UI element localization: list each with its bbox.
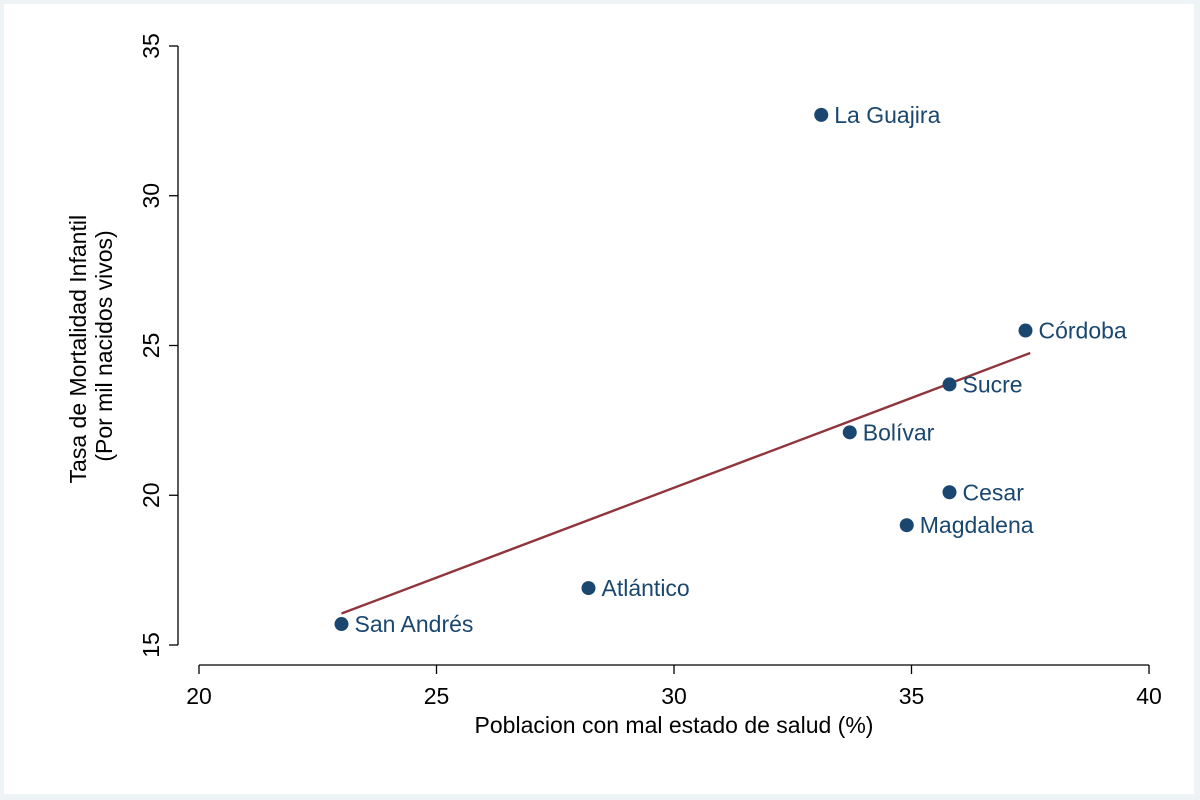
fit-line-group — [341, 351, 1031, 615]
point-label: Cesar — [963, 479, 1025, 505]
data-points: La Guajira Córdoba Sucre Bolívar Cesar Magdal… — [334, 102, 1127, 637]
chart-frame: 20 25 30 35 40 15 20 25 30 35 La Guajira Córdoba Su… — [4, 4, 1194, 794]
x-tick-label: 40 — [1136, 683, 1162, 709]
y-tick-label: 35 — [138, 33, 164, 59]
scatter-chart: 20 25 30 35 40 15 20 25 30 35 La Guajira Córdoba Su… — [65, 33, 1162, 738]
data-point — [814, 107, 829, 122]
y-tick-label: 20 — [138, 482, 164, 508]
data-point — [581, 581, 596, 596]
y-axis-title-line-2: (Por mil nacidos vivos) — [91, 230, 117, 461]
data-point — [942, 485, 957, 500]
point-label: San Andrés — [355, 611, 474, 637]
point-label: La Guajira — [834, 102, 940, 128]
y-axis-title-line-1: Tasa de Mortalidad Infantil — [65, 215, 91, 484]
x-tick-label: 20 — [186, 683, 212, 709]
x-tick-label: 25 — [424, 683, 450, 709]
data-point — [942, 377, 957, 392]
y-tick-label: 25 — [138, 333, 164, 359]
fit-line — [341, 351, 1031, 615]
data-point — [899, 518, 914, 533]
y-tick-label: 15 — [138, 632, 164, 658]
data-point — [842, 425, 857, 440]
point-label: Sucre — [963, 371, 1023, 397]
y-tick-label: 30 — [138, 183, 164, 209]
point-label: Atlántico — [602, 575, 690, 601]
data-point — [334, 617, 349, 632]
point-label: Córdoba — [1039, 318, 1127, 344]
point-label: Magdalena — [920, 512, 1034, 538]
y-axis-title: Tasa de Mortalidad Infantil (Por mil nac… — [65, 209, 117, 484]
axes: 20 25 30 35 40 15 20 25 30 35 — [138, 33, 1162, 709]
x-tick-label: 30 — [661, 683, 687, 709]
x-axis-title: Poblacion con mal estado de salud (%) — [475, 712, 874, 738]
data-point — [1018, 323, 1033, 338]
x-tick-label: 35 — [899, 683, 925, 709]
point-label: Bolívar — [863, 419, 935, 445]
